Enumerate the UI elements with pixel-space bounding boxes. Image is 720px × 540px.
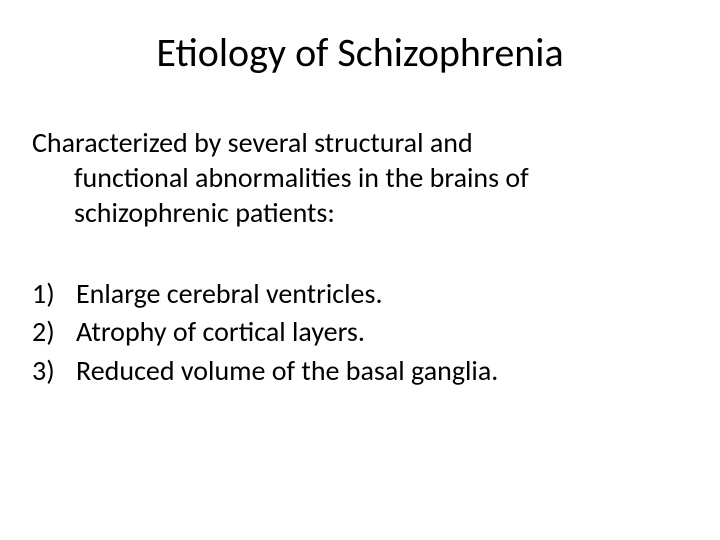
intro-line-1: Characterized by several structural and — [32, 125, 690, 160]
list-item: Enlarge cerebral ventricles. — [32, 276, 690, 312]
list-item: Reduced volume of the basal ganglia. — [32, 353, 690, 389]
slide-title: Etiology of Schizophrenia — [30, 28, 690, 77]
intro-line-3: schizophrenic patients: — [32, 195, 690, 230]
list-item: Atrophy of cortical layers. — [32, 314, 690, 350]
slide-container: Etiology of Schizophrenia Characterized … — [0, 0, 720, 540]
list-item-text: Enlarge cerebral ventricles. — [76, 276, 383, 312]
list-item-text: Atrophy of cortical layers. — [76, 314, 365, 350]
intro-line-2: functional abnormalities in the brains o… — [32, 160, 690, 195]
intro-paragraph: Characterized by several structural and … — [30, 125, 690, 230]
list-item-text: Reduced volume of the basal ganglia. — [76, 353, 498, 389]
numbered-list: Enlarge cerebral ventricles. Atrophy of … — [30, 276, 690, 389]
